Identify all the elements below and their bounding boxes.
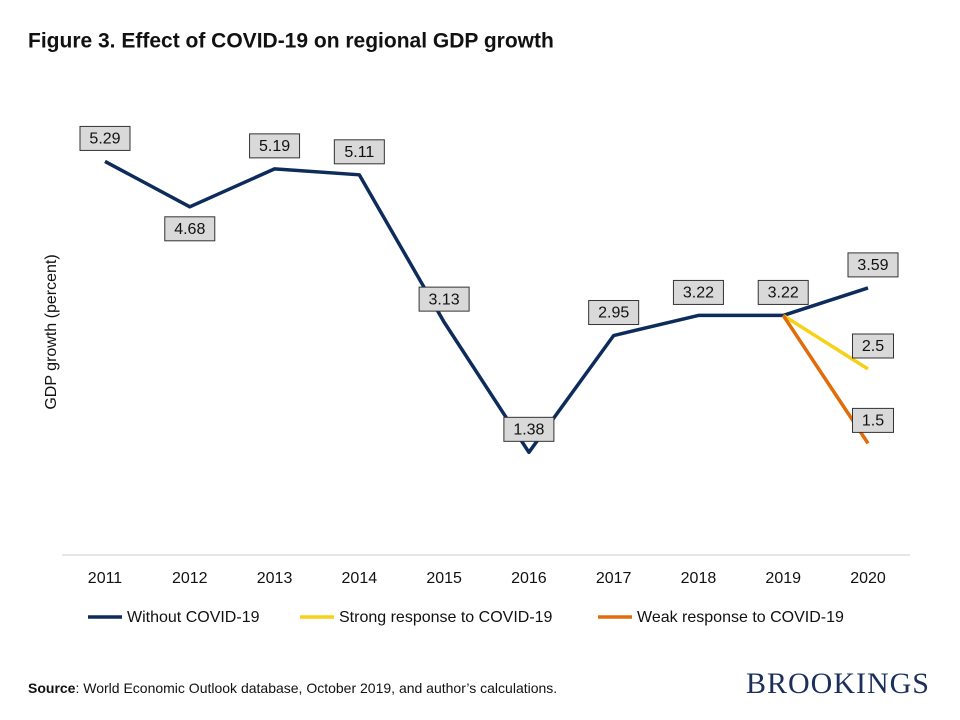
x-tick-label: 2014 [342,570,378,587]
data-label-box [79,125,131,151]
data-label: 4.68 [174,221,205,238]
data-label-box [847,252,899,278]
y-axis-label: GDP growth (percent) [43,254,60,409]
legend-label: Strong response to COVID-19 [339,609,553,626]
data-label-box [164,216,216,242]
legend-label: Without COVID-19 [127,609,260,626]
data-label: 3.13 [429,291,460,308]
x-tick-label: 2011 [88,570,123,587]
data-label-box [503,416,555,442]
x-tick-label: 2016 [511,570,547,587]
chart-title: Figure 3. Effect of COVID-19 on regional… [28,30,554,53]
data-label-box [333,139,385,165]
data-label-box [672,279,724,305]
data-label-box [418,286,470,312]
data-label: 3.59 [857,257,888,274]
legend-label: Weak response to COVID-19 [637,609,844,626]
data-label: 1.5 [862,413,884,430]
data-label-box [249,133,301,159]
x-tick-label: 2015 [426,570,462,587]
source: Source: World Economic Outlook database,… [28,680,557,696]
x-tick-label: 2012 [172,570,208,587]
source-text: : World Economic Outlook database, Octob… [75,680,557,696]
data-label: 5.19 [259,138,290,155]
data-label: 3.22 [683,285,714,302]
data-label-box [852,407,894,433]
data-label-box [852,333,894,359]
data-label-box [757,279,809,305]
x-tick-label: 2013 [257,570,293,587]
x-tick-label: 2020 [850,570,886,587]
data-label: 3.22 [768,285,799,302]
data-label: 2.95 [598,305,629,322]
data-label: 5.29 [89,131,120,148]
x-tick-label: 2018 [681,570,717,587]
series-line [104,159,869,455]
x-tick-label: 2017 [596,570,632,587]
data-label: 1.38 [513,422,544,439]
x-tick-label: 2019 [765,570,801,587]
data-label-box [588,300,640,326]
source-label: Source [28,680,76,696]
series-line [782,313,869,371]
data-label: 2.5 [862,338,884,355]
logo: BROOKINGS [746,667,930,700]
data-label: 5.11 [344,144,374,161]
